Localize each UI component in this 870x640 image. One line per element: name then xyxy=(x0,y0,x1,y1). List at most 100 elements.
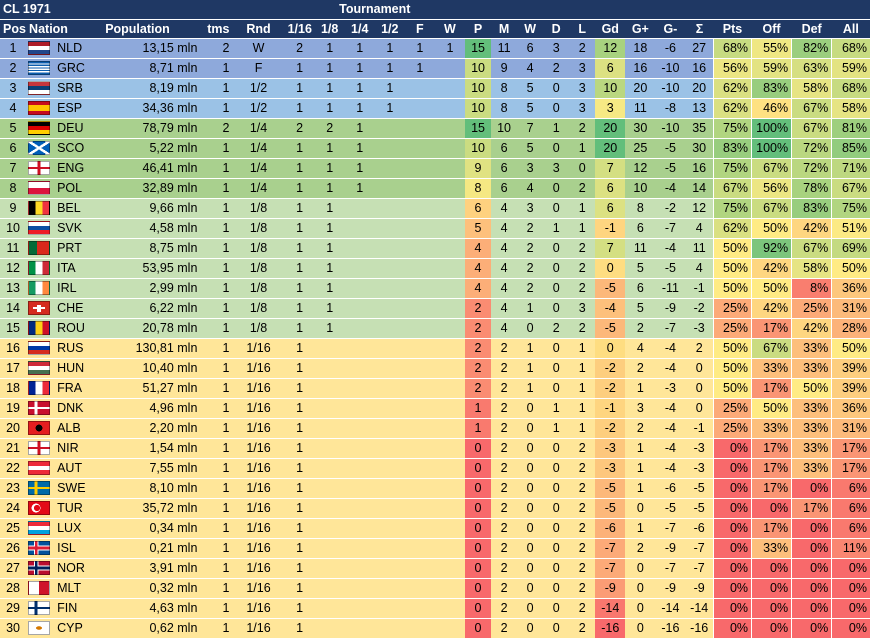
r4-cell xyxy=(344,418,375,439)
r2-cell xyxy=(374,378,405,399)
nir-flag-icon xyxy=(28,441,51,456)
tms-cell: 1 xyxy=(200,418,233,439)
winner-cell xyxy=(434,378,465,399)
population-cell: 46,41 mln xyxy=(102,158,201,179)
eng-flag-icon xyxy=(28,161,51,176)
matches-cell: 11 xyxy=(491,38,518,59)
pos-cell: 26 xyxy=(0,538,27,559)
off-pct-cell: 33% xyxy=(751,538,792,559)
final-cell xyxy=(404,338,435,359)
matches-cell: 2 xyxy=(491,518,518,539)
wins-cell: 0 xyxy=(517,398,544,419)
tms-cell: 1 xyxy=(200,598,233,619)
goal-diff-cell: -5 xyxy=(595,478,626,499)
pts-pct-cell: 50% xyxy=(712,338,752,359)
table-row: 14 CHE 6,22 mln 1 1/8 1 1 2 4 1 0 3 -4 5 -9 -2 25% 42% 25%… xyxy=(0,298,870,319)
pos-cell: 8 xyxy=(0,178,27,199)
round-cell: 1/2 xyxy=(232,98,285,119)
srb-flag-icon xyxy=(28,81,51,96)
r2-cell xyxy=(374,298,405,319)
flag-cell xyxy=(26,418,55,439)
r8-cell: 1 xyxy=(314,318,345,339)
round-cell: 1/4 xyxy=(232,158,285,179)
r2-cell xyxy=(374,318,405,339)
r8-cell: 1 xyxy=(314,38,345,59)
goal-diff-cell: -4 xyxy=(595,298,626,319)
tms-cell: 1 xyxy=(200,358,233,379)
r16-cell: 1 xyxy=(284,498,315,519)
population-cell: 4,96 mln xyxy=(102,398,201,419)
r16-cell: 1 xyxy=(284,238,315,259)
r4-cell xyxy=(344,538,375,559)
points-cell: 15 xyxy=(465,118,492,139)
population-cell: 0,34 mln xyxy=(102,518,201,539)
population-cell: 35,72 mln xyxy=(102,498,201,519)
r16-cell: 1 xyxy=(284,78,315,99)
col-matches: M xyxy=(491,19,518,39)
tms-cell: 1 xyxy=(200,58,233,79)
goals-against-cell: -16 xyxy=(655,618,686,639)
nation-cell: MLT xyxy=(54,578,103,599)
winner-cell xyxy=(434,338,465,359)
goals-against-cell: -4 xyxy=(655,338,686,359)
r4-cell xyxy=(344,478,375,499)
population-cell: 7,55 mln xyxy=(102,458,201,479)
round-cell: 1/8 xyxy=(232,198,285,219)
draws-cell: 0 xyxy=(543,338,570,359)
pos-cell: 25 xyxy=(0,518,27,539)
tms-cell: 1 xyxy=(200,558,233,579)
def-pct-cell: 58% xyxy=(791,258,832,279)
goals-against-cell: -3 xyxy=(655,378,686,399)
table-row: 11 PRT 8,75 mln 1 1/8 1 1 4 4 2 0 2 7 11 -4 11 50% 92% 67%… xyxy=(0,238,870,259)
draws-cell: 2 xyxy=(543,58,570,79)
matches-cell: 8 xyxy=(491,78,518,99)
losses-cell: 2 xyxy=(569,458,596,479)
all-pct-cell: 17% xyxy=(831,458,870,479)
tms-cell: 1 xyxy=(200,178,233,199)
population-cell: 9,66 mln xyxy=(102,198,201,219)
pts-pct-cell: 25% xyxy=(712,418,752,439)
goals-against-cell: -4 xyxy=(655,358,686,379)
goals-against-cell: -11 xyxy=(655,278,686,299)
r16-cell: 1 xyxy=(284,278,315,299)
losses-cell: 2 xyxy=(569,578,596,599)
r8-cell: 1 xyxy=(314,278,345,299)
all-pct-cell: 50% xyxy=(831,338,870,359)
all-pct-cell: 6% xyxy=(831,498,870,519)
winner-cell xyxy=(434,438,465,459)
sum-cell: 27 xyxy=(685,38,714,59)
pos-cell: 23 xyxy=(0,478,27,499)
goals-against-cell: -6 xyxy=(655,38,686,59)
r8-cell xyxy=(314,418,345,439)
table-row: 2 GRC 8,71 mln 1 F 1 1 1 1 1 10 9 4 2 3 6 16 -10 16 56% 59% 6… xyxy=(0,58,870,79)
all-pct-cell: 0% xyxy=(831,558,870,579)
population-cell: 4,58 mln xyxy=(102,218,201,239)
off-pct-cell: 50% xyxy=(751,278,792,299)
r16-cell: 1 xyxy=(284,458,315,479)
flag-cell xyxy=(26,438,55,459)
draws-cell: 0 xyxy=(543,498,570,519)
r2-cell xyxy=(374,498,405,519)
r8-cell xyxy=(314,378,345,399)
round-cell: 1/8 xyxy=(232,258,285,279)
flag-cell xyxy=(26,498,55,519)
losses-cell: 2 xyxy=(569,598,596,619)
draws-cell: 1 xyxy=(543,418,570,439)
col-tms: tms xyxy=(200,19,233,39)
goal-diff-cell: 20 xyxy=(595,118,626,139)
pts-pct-cell: 25% xyxy=(712,398,752,419)
winner-cell xyxy=(434,218,465,239)
off-pct-cell: 0% xyxy=(751,618,792,639)
losses-cell: 2 xyxy=(569,38,596,59)
final-cell xyxy=(404,178,435,199)
col-pts-pct: Pts xyxy=(713,19,752,39)
off-pct-cell: 33% xyxy=(751,358,792,379)
pos-cell: 6 xyxy=(0,138,27,159)
goals-against-cell: -10 xyxy=(655,78,686,99)
losses-cell: 2 xyxy=(569,618,596,639)
draws-cell: 0 xyxy=(543,578,570,599)
r16-cell: 1 xyxy=(284,158,315,179)
final-cell xyxy=(404,358,435,379)
r4-cell xyxy=(344,238,375,259)
winner-cell xyxy=(434,618,465,639)
